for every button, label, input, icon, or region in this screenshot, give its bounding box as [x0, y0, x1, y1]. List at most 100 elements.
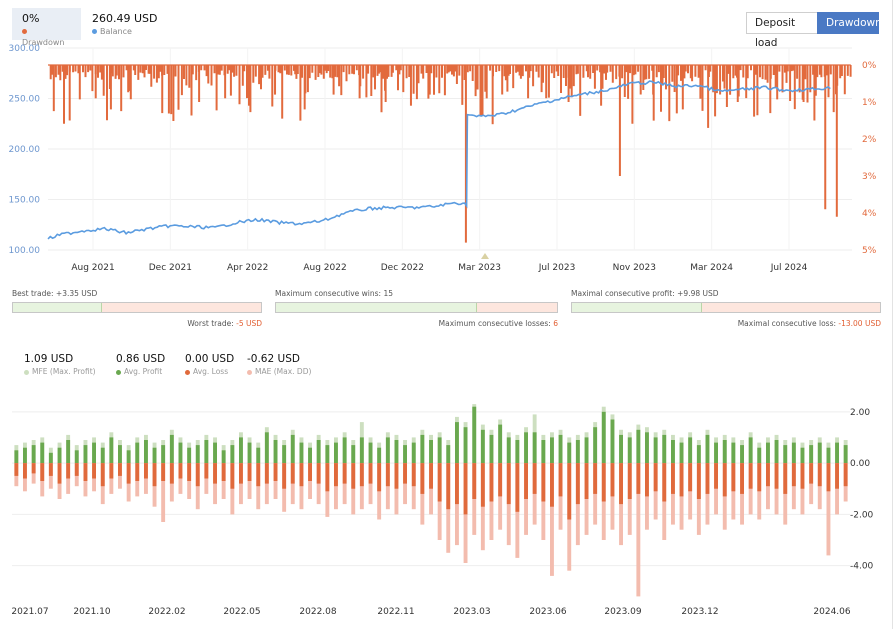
x-tick-label: 2021.07	[11, 607, 48, 617]
y2-tick-label: 4%	[862, 209, 877, 219]
profit-bar	[247, 442, 252, 464]
worst-trade-value: -5 USD	[236, 319, 262, 328]
profit-bar	[722, 440, 727, 464]
mae-bar	[679, 463, 684, 530]
profit-loss-bar	[571, 302, 881, 313]
loss-bar	[541, 463, 546, 502]
loss-bar	[23, 463, 27, 479]
mfe-value: 1.09 USD	[24, 353, 74, 365]
profit-bar	[420, 434, 425, 464]
avg-loss-value: 0.00 USD	[185, 353, 235, 365]
profit-bar	[610, 419, 615, 464]
loss-bar	[187, 463, 192, 481]
mae-bar	[437, 463, 442, 540]
profit-bar	[627, 437, 632, 463]
balance-dot-icon	[92, 29, 97, 34]
loss-bar	[342, 463, 347, 484]
mae-bar	[230, 463, 235, 515]
mae-bar	[429, 463, 433, 515]
profit-bar	[221, 450, 226, 464]
loss-bar	[791, 463, 796, 487]
best-trade-value: +3.35 USD	[55, 289, 98, 298]
mae-value: -0.62 USD	[247, 353, 300, 365]
mae-bar	[774, 463, 779, 515]
loss-bar	[429, 463, 433, 489]
loss-bar	[532, 463, 537, 494]
loss-bar	[316, 463, 321, 484]
loss-bar	[152, 463, 157, 487]
drawdown-summary-tab[interactable]: 0% Drawdown	[12, 8, 81, 47]
y-tick-label: 150.00	[9, 196, 41, 206]
y-tick-label: 0.00	[850, 459, 870, 469]
profit-bar	[446, 445, 451, 463]
max-loss-stat: Maximal consecutive loss: -13.00 USD	[571, 319, 881, 328]
profit-bar	[826, 447, 831, 464]
balance-value: 260.49 USD	[92, 12, 158, 25]
profit-bar	[705, 434, 710, 464]
balance-summary-tab[interactable]: 260.49 USD Balance	[82, 8, 172, 40]
profit-bar	[100, 447, 105, 464]
mae-bar	[118, 463, 122, 489]
profit-bar	[567, 442, 572, 464]
loss-bar	[722, 463, 727, 497]
loss-bar	[498, 463, 503, 497]
mae-bar	[550, 463, 554, 576]
loss-bar	[489, 463, 494, 502]
profit-bar	[515, 440, 520, 464]
mae-bar	[696, 463, 701, 535]
loss-bar	[100, 463, 105, 487]
loss-bar	[144, 463, 148, 479]
loss-bar	[290, 463, 295, 484]
profit-bar	[731, 442, 736, 464]
mae-label: MAE (Max. DD)	[255, 367, 312, 376]
loss-bar	[671, 463, 675, 494]
x-tick-label: Aug 2022	[303, 263, 346, 273]
profit-bar	[213, 442, 217, 464]
profit-bar	[791, 442, 796, 464]
mae-bar	[290, 463, 295, 505]
avg-profit-value: 0.86 USD	[116, 353, 166, 365]
loss-bar	[74, 463, 79, 476]
profit-bar	[359, 437, 364, 463]
best-trade-label: Best trade:	[12, 289, 54, 298]
x-tick-label: Apr 2022	[227, 263, 268, 273]
mae-bar	[627, 463, 632, 535]
loss-bar	[282, 463, 287, 489]
profit-bar	[342, 437, 347, 463]
wins-losses-bar	[275, 302, 558, 313]
loss-bar	[446, 463, 451, 510]
loss-bar	[601, 463, 606, 502]
profit-bar	[152, 447, 157, 464]
profit-bar	[126, 450, 131, 464]
loss-bar	[567, 463, 572, 520]
x-tick-label: 2022.08	[299, 607, 336, 617]
profit-bar	[282, 445, 287, 463]
avg-profit-dot-icon	[116, 369, 121, 375]
profit-bar	[671, 440, 675, 464]
loss-bar	[593, 463, 598, 494]
loss-bar	[247, 463, 252, 481]
drawdown-button[interactable]: Drawdown	[817, 12, 882, 34]
profit-bar	[757, 447, 762, 464]
loss-bar	[230, 463, 235, 489]
loss-bar	[463, 463, 468, 515]
profit-bar	[679, 442, 684, 464]
loss-bar	[57, 463, 62, 484]
y-tick-label: -4.00	[850, 562, 874, 572]
mae-bar	[541, 463, 546, 540]
profit-bar	[783, 445, 788, 463]
loss-bar	[800, 463, 805, 489]
profit-bar	[593, 427, 598, 464]
mae-bar	[748, 463, 753, 515]
profit-bar	[489, 434, 494, 464]
mae-bar	[273, 463, 278, 499]
mae-bar	[601, 463, 606, 540]
profit-bar	[575, 440, 580, 464]
profit-bar	[66, 440, 71, 464]
profit-bar	[178, 442, 183, 464]
profit-bar	[351, 445, 356, 463]
profit-bar	[472, 406, 477, 464]
deposit-load-button[interactable]: Deposit load	[746, 12, 818, 49]
balance-label: Balance	[100, 27, 132, 36]
